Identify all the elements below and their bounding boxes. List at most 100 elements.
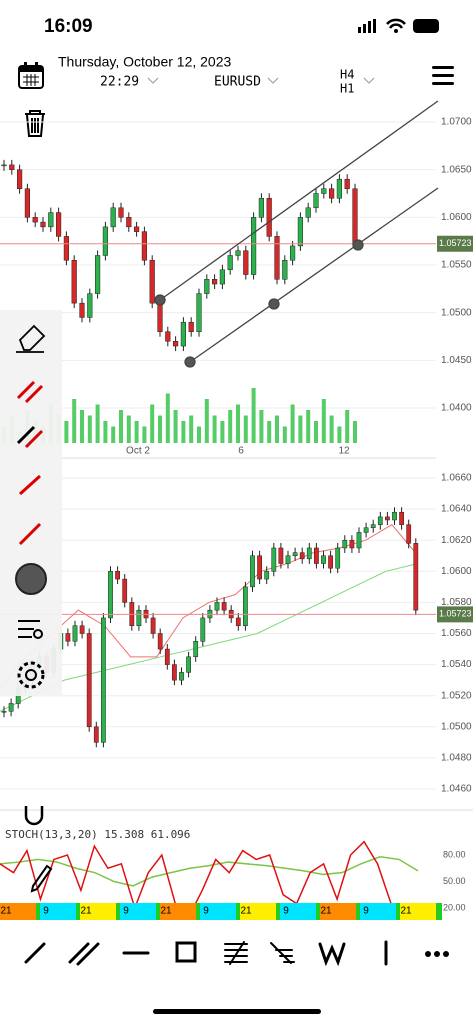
volume-bar: [243, 415, 248, 443]
stoch-label: STOCH(13,3,20) 15.308 61.096: [5, 828, 190, 841]
y-tick-label: 1.0700: [441, 117, 472, 128]
volume-bar: [126, 415, 131, 443]
bottom-toolbar: [24, 940, 449, 967]
candle: [336, 178, 342, 199]
volume-bar: [345, 410, 350, 443]
volume-bar: [111, 426, 116, 443]
stoch-d: [0, 855, 419, 887]
band-label: 21: [400, 906, 412, 917]
y-tick-label: 1.0580: [441, 597, 472, 608]
y-tick-label: 1.0400: [441, 403, 472, 414]
candle: [271, 547, 277, 572]
volume-bar: [165, 393, 170, 443]
volume-bar: [314, 421, 318, 443]
date: Thursday, October 12, 2023: [58, 54, 231, 70]
candle: [344, 178, 350, 189]
candle: [321, 555, 326, 564]
band-label: 21: [240, 906, 252, 917]
candle: [214, 602, 220, 611]
volume-bar: [212, 415, 217, 443]
band-segment: [240, 903, 280, 920]
volume-bar: [236, 404, 240, 443]
candle: [329, 188, 335, 199]
y-tick-label: 1.0540: [441, 659, 472, 670]
line-tool[interactable]: [24, 942, 46, 964]
volume-bar: [173, 410, 178, 443]
candle: [278, 547, 284, 564]
x-tick-label: 6: [238, 446, 244, 457]
candle: [136, 609, 142, 626]
candle: [48, 212, 54, 228]
time[interactable]: 22:29: [100, 75, 139, 90]
candle: [93, 726, 99, 743]
candle: [299, 552, 305, 560]
candle: [8, 703, 14, 712]
y-tick-label: 1.0460: [441, 784, 472, 795]
calendar-button[interactable]: [18, 62, 44, 89]
volume-bar: [197, 426, 201, 443]
grid: [0, 121, 436, 790]
magnet-button[interactable]: [24, 806, 44, 826]
timeframe[interactable]: H4: [340, 68, 354, 82]
volume-bar: [353, 421, 357, 443]
status-time: 16:09: [44, 16, 93, 37]
ma-line: [0, 524, 419, 689]
band-label: 21: [80, 906, 92, 917]
settings-list[interactable]: [18, 620, 43, 639]
volume-bar: [282, 426, 287, 443]
trash-button[interactable]: [25, 110, 45, 137]
band-segment: [80, 903, 120, 920]
y-tick-label: 1.0600: [441, 212, 472, 223]
candle: [157, 302, 163, 332]
band-segment: [36, 903, 42, 920]
candle: [212, 279, 218, 285]
rect-tool[interactable]: [175, 941, 197, 963]
fan-tool[interactable]: [270, 942, 295, 964]
x-tick-label: 12: [338, 446, 350, 457]
color-picker[interactable]: [15, 563, 47, 595]
plot: 1.0700 1.0650 1.0600 1.0550 1.0500 1.0450 1.04…: [0, 117, 473, 919]
parallel-tool-alt[interactable]: [16, 425, 44, 449]
candle: [115, 571, 120, 580]
band-segment: [400, 903, 440, 920]
settings-gear[interactable]: [17, 661, 45, 689]
segment-tool[interactable]: [18, 474, 42, 496]
volume-bar: [220, 421, 225, 443]
candle: [305, 207, 311, 218]
fib-tool[interactable]: [224, 941, 248, 965]
y-tick-label: 1.0650: [441, 164, 472, 175]
candle: [101, 617, 106, 743]
band-segment: [360, 903, 400, 920]
more-tool[interactable]: [425, 951, 449, 957]
band-label: 9: [203, 906, 209, 917]
channel-tool[interactable]: [68, 942, 100, 966]
band-label: 21: [320, 906, 332, 917]
menu-button[interactable]: [432, 66, 454, 85]
price-tag: [437, 235, 473, 252]
band-label: 9: [283, 906, 289, 917]
volume-bar: [275, 415, 279, 443]
wave-tool[interactable]: [318, 942, 346, 967]
band-segment: [196, 903, 202, 920]
candle: [204, 279, 210, 294]
candle: [141, 231, 147, 261]
candle: [251, 217, 257, 275]
candle: [356, 532, 362, 549]
symbol[interactable]: EURUSD: [214, 75, 261, 90]
pencil-button[interactable]: [30, 864, 53, 893]
candle: [149, 259, 155, 304]
parallel-tool[interactable]: [16, 380, 44, 404]
y-tick-label: 80.00: [443, 849, 466, 859]
candle: [274, 236, 280, 280]
candle: [17, 169, 23, 189]
candle: [172, 664, 177, 681]
ray-tool[interactable]: [18, 522, 42, 546]
candle: [122, 578, 128, 603]
band-segment: [40, 903, 80, 920]
candle: [282, 259, 288, 280]
candle: [165, 331, 171, 342]
band-segment: [0, 903, 40, 920]
eraser-tool[interactable]: [16, 324, 46, 353]
band-segment: [160, 903, 200, 920]
timeframe[interactable]: H1: [340, 82, 354, 96]
